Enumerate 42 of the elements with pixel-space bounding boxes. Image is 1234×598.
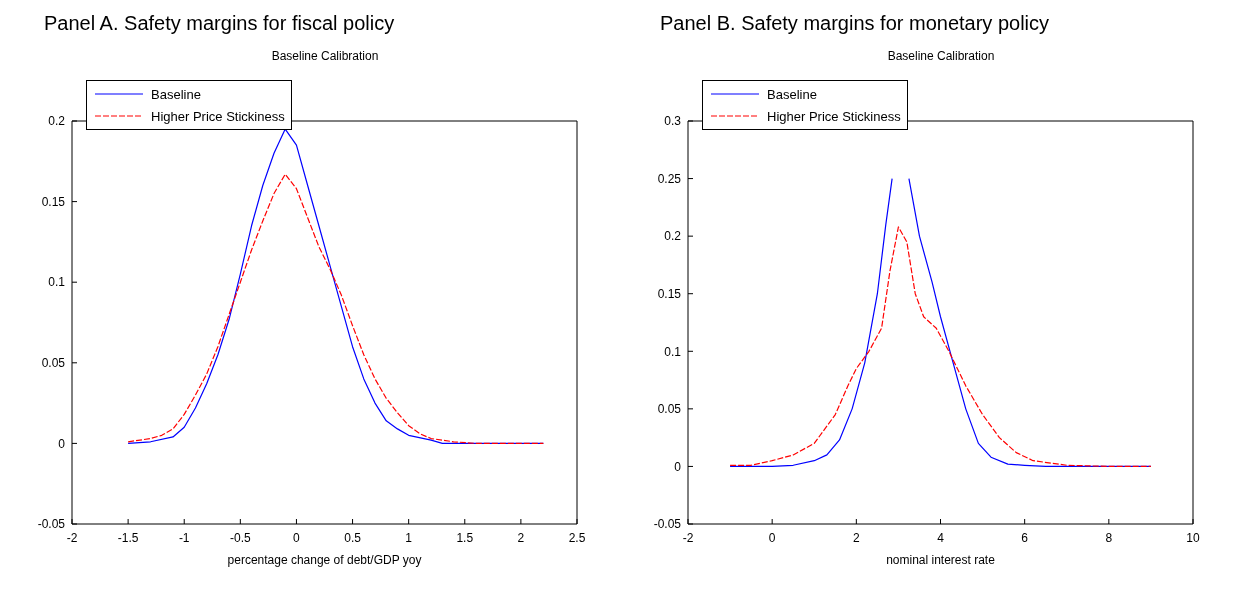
x-tick-label: 0 bbox=[293, 530, 301, 545]
y-tick-label: 0.3 bbox=[664, 114, 682, 129]
x-tick-label: 6 bbox=[1021, 530, 1029, 545]
y-tick-label: 0.25 bbox=[657, 171, 682, 186]
chart-subtitle: Baseline Calibration bbox=[887, 49, 995, 63]
legend-label: Baseline bbox=[767, 86, 817, 102]
chart-subtitle: Baseline Calibration bbox=[271, 49, 379, 63]
y-tick-label: 0.2 bbox=[664, 229, 682, 244]
x-tick-label: -2 bbox=[682, 530, 694, 545]
y-tick-label: 0.05 bbox=[657, 402, 682, 417]
x-tick-label: -0.5 bbox=[229, 530, 251, 545]
x-axis-title: nominal interest rate bbox=[886, 553, 996, 567]
legend-label: Higher Price Stickiness bbox=[151, 108, 285, 124]
x-tick-label: 1.5 bbox=[456, 530, 474, 545]
legend-label: Higher Price Stickiness bbox=[767, 108, 901, 124]
chart-title: Panel A. Safety margins for fiscal policy bbox=[43, 11, 396, 36]
y-tick-label: 0.1 bbox=[48, 275, 66, 290]
y-tick-label: 0.15 bbox=[41, 194, 66, 209]
x-tick-label: 0.5 bbox=[344, 530, 362, 545]
x-tick-label: -1.5 bbox=[117, 530, 139, 545]
x-tick-label: -1 bbox=[178, 530, 190, 545]
x-tick-label: 0 bbox=[768, 530, 776, 545]
x-tick-label: 2 bbox=[517, 530, 525, 545]
y-tick-label: 0 bbox=[58, 436, 66, 451]
x-tick-label: 10 bbox=[1186, 530, 1200, 545]
y-tick-label: 0.2 bbox=[48, 114, 66, 129]
x-tick-label: 8 bbox=[1105, 530, 1113, 545]
x-tick-label: 4 bbox=[937, 530, 945, 545]
y-tick-label: 0.15 bbox=[657, 286, 682, 301]
x-tick-label: 1 bbox=[405, 530, 413, 545]
x-tick-label: 2 bbox=[852, 530, 860, 545]
y-tick-label: 0.1 bbox=[664, 344, 682, 359]
chart-title: Panel B. Safety margins for monetary policy bbox=[659, 11, 1051, 36]
legend-label: Baseline bbox=[151, 86, 201, 102]
y-tick-label: -0.05 bbox=[653, 517, 682, 532]
y-tick-label: 0 bbox=[674, 459, 682, 474]
y-tick-label: 0.05 bbox=[41, 356, 66, 371]
y-tick-label: -0.05 bbox=[37, 517, 66, 532]
x-tick-label: -2 bbox=[66, 530, 78, 545]
line-series bbox=[729, 226, 1152, 468]
x-axis-title: percentage change of debt/GDP yoy bbox=[227, 553, 422, 567]
x-tick-label: 2.5 bbox=[568, 530, 586, 545]
